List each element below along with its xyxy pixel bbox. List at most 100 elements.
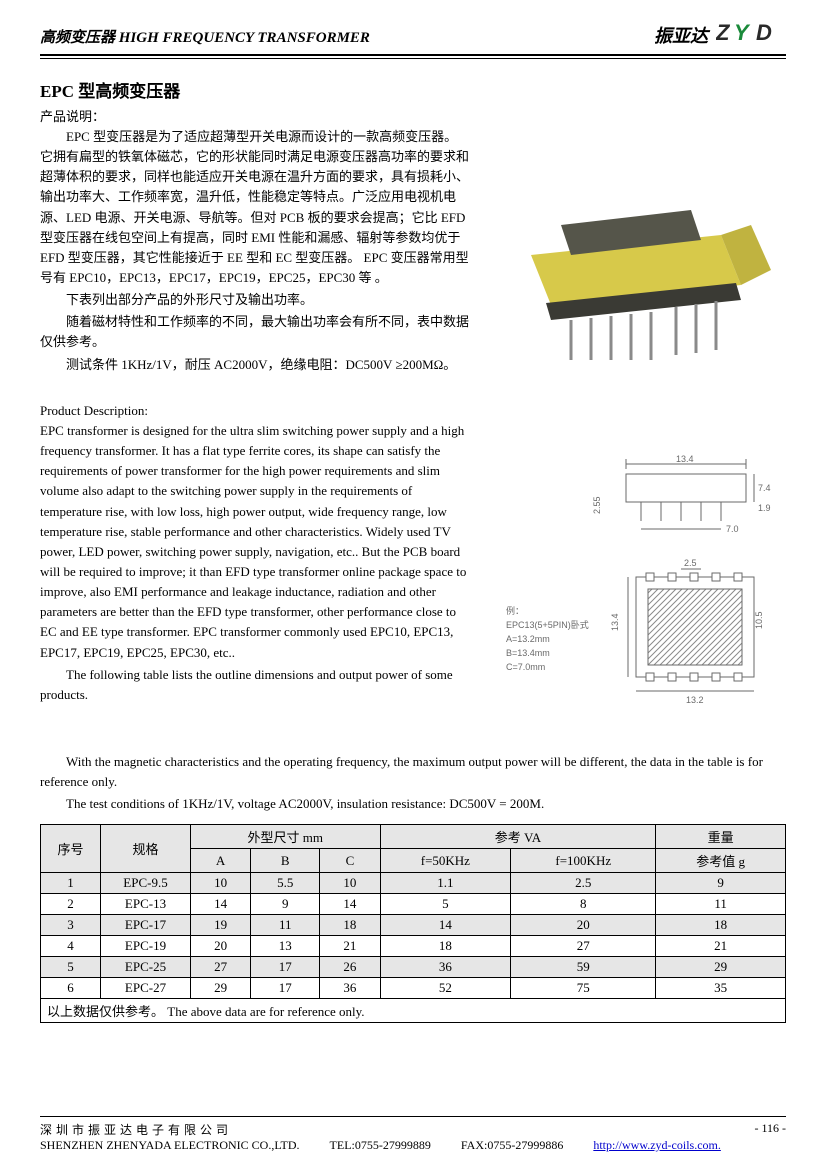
photo-column [486, 127, 786, 395]
brand-logo-icon: Z Y D [716, 20, 786, 50]
th-c: C [320, 849, 380, 873]
dim-bot-r: 10.5 [754, 611, 764, 629]
header-title-cn: 高频变压器 [40, 30, 115, 46]
diag-dim-b: B=13.4mm [506, 648, 550, 658]
th-b: B [251, 849, 320, 873]
th-va: 参考 VA [380, 825, 656, 849]
para-en-2: The following table lists the outline di… [40, 665, 470, 705]
diagram-column: 13.4 7.4 1.9 [486, 421, 786, 752]
th-spec: 规格 [101, 825, 191, 873]
table-cell: 35 [656, 978, 786, 999]
table-cell: 9 [656, 873, 786, 894]
table-cell: 27 [511, 936, 656, 957]
th-wref: 参考值 g [656, 849, 786, 873]
table-cell: 4 [41, 936, 101, 957]
table-cell: 11 [251, 915, 320, 936]
page-header: 高频变压器 HIGH FREQUENCY TRANSFORMER 振亚达 Z Y… [40, 20, 786, 50]
subhead-en: Product Description: [40, 403, 786, 419]
table-cell: 36 [320, 978, 380, 999]
table-cell: 59 [511, 957, 656, 978]
table-row: 6EPC-27291736527535 [41, 978, 786, 999]
th-weight: 重量 [656, 825, 786, 849]
footer-fax: FAX:0755-27999886 [461, 1138, 563, 1153]
svg-text:D: D [756, 20, 772, 45]
footer-tel: TEL:0755-27999889 [330, 1138, 431, 1153]
table-cell: 27 [191, 957, 251, 978]
table-cell: EPC-17 [101, 915, 191, 936]
dim-bot-top: 2.5 [684, 558, 697, 568]
table-cell: 14 [191, 894, 251, 915]
en-para-col: EPC transformer is designed for the ultr… [40, 421, 470, 752]
dim-top-l: 2.55 [592, 496, 602, 514]
para-cn-3: 随着磁材特性和工作频率的不同，最大输出功率会有所不同，表中数据仅供参考。 [40, 312, 470, 352]
table-cell: 21 [656, 936, 786, 957]
svg-text:Y: Y [734, 20, 751, 45]
para-en-4: The test conditions of 1KHz/1V, voltage … [40, 794, 786, 814]
header-rule [40, 54, 786, 59]
en-full-paras: With the magnetic characteristics and th… [40, 752, 786, 814]
table-cell: 9 [251, 894, 320, 915]
table-cell: 75 [511, 978, 656, 999]
en-content-row: EPC transformer is designed for the ultr… [40, 421, 786, 752]
para-en-1: EPC transformer is designed for the ultr… [40, 421, 470, 663]
table-cell: 17 [251, 978, 320, 999]
section-title: EPC 型高频变压器 [40, 77, 786, 102]
spec-table: 序号 规格 外型尺寸 mm 参考 VA 重量 A B C f=50KHz f=1… [40, 824, 786, 999]
table-cell: EPC-25 [101, 957, 191, 978]
table-note-cn: 以上数据仅供参考。 [47, 1004, 164, 1019]
th-dim: 外型尺寸 mm [191, 825, 381, 849]
table-row: 3EPC-17191118142018 [41, 915, 786, 936]
dim-top-w: 13.4 [676, 454, 694, 464]
table-cell: 20 [191, 936, 251, 957]
dim-bot-h: 13.4 [610, 613, 620, 631]
header-title: 高频变压器 HIGH FREQUENCY TRANSFORMER [40, 26, 370, 47]
footer-company-cn: 深圳市振亚达电子有限公司 [40, 1121, 232, 1138]
table-cell: 3 [41, 915, 101, 936]
table-cell: 5.5 [251, 873, 320, 894]
table-cell: 52 [380, 978, 511, 999]
table-cell: 1 [41, 873, 101, 894]
para-cn-2: 下表列出部分产品的外形尺寸及输出功率。 [40, 290, 470, 310]
diag-example-model: EPC13(5+5PIN)卧式 [506, 619, 589, 630]
th-a: A [191, 849, 251, 873]
th-f50: f=50KHz [380, 849, 511, 873]
dim-bot-w: 13.2 [686, 695, 704, 705]
para-en-3: With the magnetic characteristics and th… [40, 752, 786, 792]
table-cell: 6 [41, 978, 101, 999]
table-cell: 17 [251, 957, 320, 978]
table-cell: 20 [511, 915, 656, 936]
table-cell: 14 [380, 915, 511, 936]
table-row: 2EPC-13149145811 [41, 894, 786, 915]
svg-text:Z: Z [716, 20, 731, 45]
table-cell: 29 [656, 957, 786, 978]
table-cell: 10 [191, 873, 251, 894]
table-cell: 10 [320, 873, 380, 894]
footer-page: - 116 - [754, 1121, 786, 1138]
table-cell: 2 [41, 894, 101, 915]
dim-top-h: 7.4 [758, 483, 771, 493]
table-row: 1EPC-9.5105.5101.12.59 [41, 873, 786, 894]
table-cell: 26 [320, 957, 380, 978]
table-cell: 5 [41, 957, 101, 978]
table-cell: 13 [251, 936, 320, 957]
transformer-photo [486, 135, 786, 395]
table-cell: 8 [511, 894, 656, 915]
header-title-en: HIGH FREQUENCY TRANSFORMER [119, 30, 370, 46]
diag-example-label: 例： [506, 605, 524, 616]
dim-top-base: 7.0 [726, 524, 739, 534]
cn-para-col: EPC 型变压器是为了适应超薄型开关电源而设计的一款高频变压器。它拥有扁型的铁氧… [40, 127, 470, 395]
table-cell: 19 [191, 915, 251, 936]
table-cell: 11 [656, 894, 786, 915]
table-cell: EPC-19 [101, 936, 191, 957]
brand-cn: 振亚达 [654, 22, 708, 48]
table-cell: 36 [380, 957, 511, 978]
footer-url-link[interactable]: http://www.zyd-coils.com. [593, 1138, 721, 1153]
th-f100: f=100KHz [511, 849, 656, 873]
th-seq: 序号 [41, 825, 101, 873]
header-brand: 振亚达 Z Y D [654, 20, 786, 50]
page-footer: 深圳市振亚达电子有限公司 - 116 - SHENZHEN ZHENYADA E… [40, 1116, 786, 1153]
table-note-en: The above data are for reference only. [167, 1004, 364, 1019]
diag-dim-a: A=13.2mm [506, 634, 550, 644]
table-row: 5EPC-25271726365929 [41, 957, 786, 978]
table-cell: 21 [320, 936, 380, 957]
